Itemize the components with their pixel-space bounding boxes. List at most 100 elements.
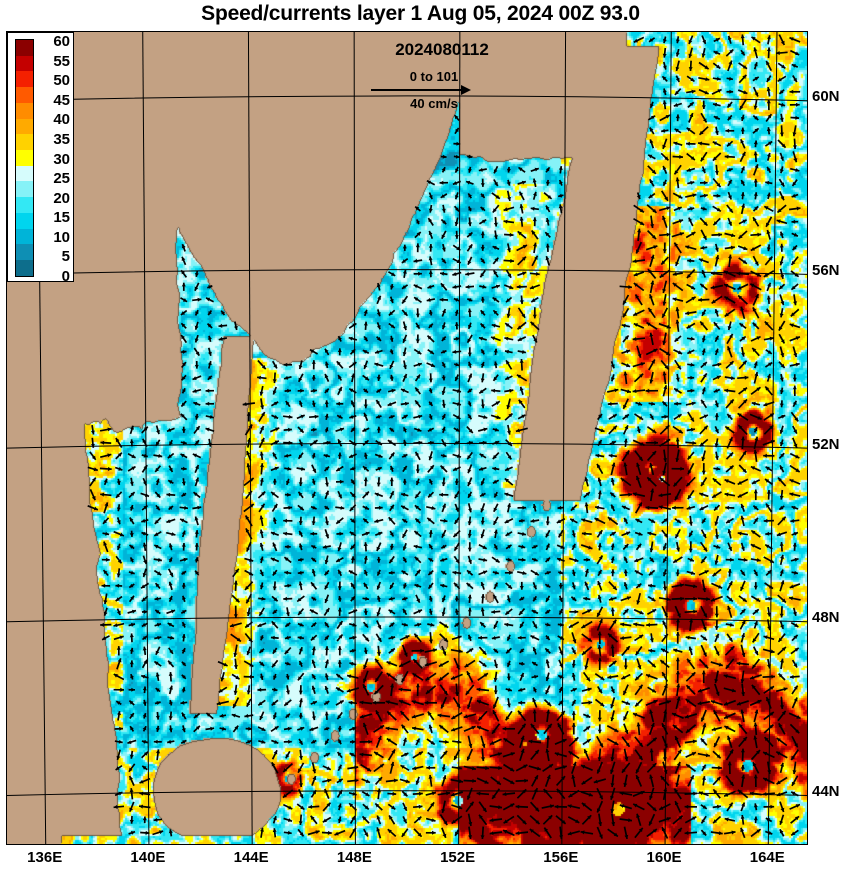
current-vector	[739, 335, 747, 342]
current-vector	[426, 297, 436, 302]
current-vector	[778, 34, 786, 46]
current-vector	[649, 332, 654, 346]
current-vector	[557, 193, 564, 198]
current-vector	[778, 89, 785, 95]
current-vector	[414, 205, 421, 212]
current-vector	[530, 167, 540, 173]
colorbar-band-7	[16, 150, 33, 166]
x-tick-136E: 136E	[27, 849, 63, 866]
meridian-160E	[664, 32, 672, 844]
current-vector	[632, 362, 646, 368]
current-vector	[751, 36, 761, 44]
current-vector	[194, 282, 200, 292]
current-vector	[660, 359, 670, 370]
current-vector	[763, 205, 774, 212]
current-vector	[698, 126, 709, 136]
current-vector	[711, 295, 723, 305]
current-vector	[674, 335, 682, 343]
current-vector	[740, 306, 746, 320]
meridian-140E	[142, 32, 150, 844]
current-vector	[637, 228, 642, 242]
current-vector	[503, 219, 515, 224]
current-vector-overlay	[87, 34, 801, 840]
current-vector	[208, 335, 212, 343]
current-vector	[649, 254, 655, 268]
current-vector	[415, 308, 420, 318]
current-vector	[685, 193, 697, 198]
current-vector	[790, 167, 800, 172]
current-vector	[647, 307, 656, 319]
current-vector	[701, 309, 707, 317]
current-vector	[454, 166, 459, 174]
current-vector	[723, 283, 736, 291]
current-vector	[714, 243, 719, 252]
current-vector	[686, 152, 696, 161]
current-vector	[427, 217, 434, 226]
colorbar-tick-35: 35	[53, 130, 70, 148]
current-vector	[778, 191, 785, 201]
current-vector	[465, 180, 474, 185]
current-vector	[479, 269, 486, 278]
current-vector	[685, 231, 696, 239]
current-vector	[645, 348, 658, 356]
current-vector	[674, 88, 682, 96]
current-vector	[686, 336, 695, 341]
current-vector	[388, 322, 396, 329]
colorbar-tick-5: 5	[61, 248, 70, 266]
colorbar-band-5	[16, 118, 33, 135]
current-vector	[180, 322, 187, 329]
current-vector	[686, 322, 696, 329]
current-vector	[336, 360, 344, 369]
meridian-164E	[767, 32, 778, 844]
current-vector	[672, 192, 683, 200]
current-vector	[673, 242, 682, 254]
current-vector	[662, 100, 667, 110]
current-vector	[647, 154, 656, 160]
current-vector	[454, 192, 459, 200]
current-vector	[766, 308, 772, 318]
current-vector	[389, 335, 394, 342]
current-vector	[426, 180, 436, 186]
current-vector	[532, 307, 537, 319]
current-vector	[480, 231, 485, 239]
current-vector	[531, 230, 539, 240]
current-vector	[363, 335, 369, 342]
current-vector	[181, 349, 187, 354]
map-plot-area[interactable]	[6, 31, 808, 845]
current-vector	[441, 204, 446, 213]
current-vector	[792, 151, 798, 163]
graticule-grid	[7, 32, 807, 844]
current-vector	[753, 47, 759, 59]
current-vector	[480, 193, 486, 199]
current-vector	[752, 255, 759, 266]
current-vector	[686, 268, 696, 279]
current-vector	[309, 348, 319, 355]
current-vector	[401, 309, 409, 317]
current-vector	[710, 284, 724, 290]
current-vector	[516, 244, 528, 252]
current-vector	[698, 61, 710, 70]
current-vector	[750, 244, 762, 252]
x-tick-148E: 148E	[336, 849, 372, 866]
ref-arrow-icon	[369, 85, 499, 95]
current-vector	[622, 294, 630, 306]
current-vector	[492, 269, 499, 278]
current-vector	[750, 270, 762, 278]
current-vector	[324, 373, 330, 382]
current-vector	[428, 270, 433, 278]
ref-range-label: 0 to 101	[409, 69, 459, 84]
current-vector	[726, 167, 733, 172]
current-vector	[766, 152, 771, 161]
current-vector	[466, 334, 473, 344]
current-vector	[726, 89, 734, 94]
colorbar-tick-40: 40	[53, 111, 70, 129]
current-vector	[401, 284, 409, 290]
current-vector	[545, 179, 550, 186]
current-vector	[790, 115, 800, 120]
current-vector	[506, 166, 511, 173]
current-vector	[662, 242, 667, 254]
current-vector	[506, 307, 511, 318]
current-vector	[790, 283, 799, 291]
current-vector	[621, 362, 631, 368]
